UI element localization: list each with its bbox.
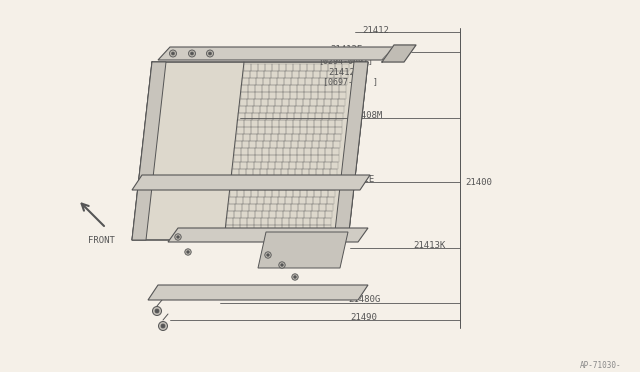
Circle shape xyxy=(265,252,271,258)
Circle shape xyxy=(209,52,211,55)
Circle shape xyxy=(279,262,285,268)
Circle shape xyxy=(185,249,191,255)
Circle shape xyxy=(191,52,193,55)
Text: FRONT: FRONT xyxy=(88,235,115,244)
Text: 21412E: 21412E xyxy=(330,45,362,54)
Polygon shape xyxy=(132,62,166,240)
Polygon shape xyxy=(334,62,368,240)
Circle shape xyxy=(155,309,159,313)
Circle shape xyxy=(177,236,179,238)
Polygon shape xyxy=(258,232,348,268)
Text: AP-71030-: AP-71030- xyxy=(580,360,621,369)
Circle shape xyxy=(292,274,298,280)
Circle shape xyxy=(172,52,175,55)
Text: 21412EA: 21412EA xyxy=(328,67,365,77)
Circle shape xyxy=(175,234,181,240)
Circle shape xyxy=(161,324,165,328)
Circle shape xyxy=(187,251,189,253)
Text: 21412: 21412 xyxy=(362,26,389,35)
Text: 21413K: 21413K xyxy=(413,241,445,250)
Circle shape xyxy=(189,50,195,57)
Circle shape xyxy=(152,307,161,315)
Circle shape xyxy=(294,276,296,278)
Text: [0294-0697]: [0294-0697] xyxy=(318,57,373,65)
Text: 21480G: 21480G xyxy=(348,295,380,305)
Text: 21408M: 21408M xyxy=(350,110,382,119)
Polygon shape xyxy=(382,45,416,62)
Text: [0697-    ]: [0697- ] xyxy=(323,77,378,87)
Polygon shape xyxy=(148,285,368,300)
Polygon shape xyxy=(132,175,370,190)
Text: 21412E: 21412E xyxy=(342,174,374,183)
Circle shape xyxy=(207,50,214,57)
Circle shape xyxy=(170,50,177,57)
Polygon shape xyxy=(132,62,368,240)
Text: 21490: 21490 xyxy=(350,312,377,321)
Circle shape xyxy=(267,254,269,256)
Circle shape xyxy=(281,264,284,266)
Polygon shape xyxy=(158,47,394,60)
Text: 21400: 21400 xyxy=(465,177,492,186)
Polygon shape xyxy=(168,228,368,242)
Circle shape xyxy=(159,321,168,330)
